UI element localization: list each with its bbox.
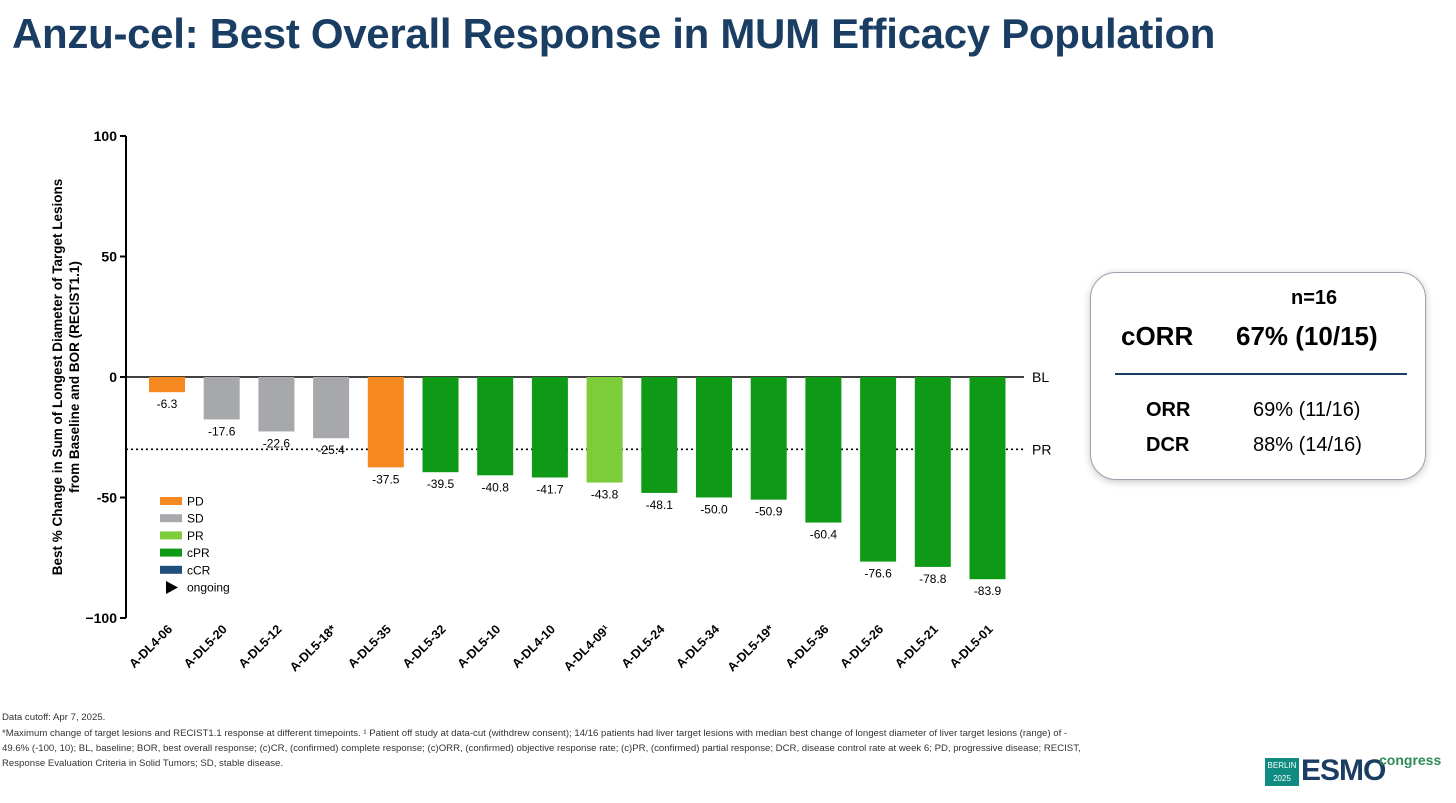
- legend-label-cpr: cPR: [187, 546, 210, 560]
- bar-value-label: -22.6: [263, 436, 291, 450]
- bar-value-label: -6.3: [157, 397, 178, 411]
- legend-swatch-cpr: [160, 548, 182, 557]
- orr-value: 69% (11/16): [1253, 399, 1361, 421]
- logo-city-badge: BERLIN 2025: [1265, 758, 1299, 786]
- bar-a-dl4-10: [531, 377, 568, 478]
- x-tick-label: A-DL5-34: [673, 622, 722, 671]
- legend-label-ccr: cCR: [187, 563, 211, 577]
- bar-value-label: -50.0: [700, 503, 728, 517]
- legend-swatch-sd: [160, 514, 182, 523]
- y-axis-label-line-2: from Baseline and BOR (RECIST1.1): [67, 261, 82, 493]
- x-tick-label: A-DL5-10: [455, 622, 504, 671]
- y-tick-label: -50: [97, 490, 117, 506]
- bars: [149, 377, 1006, 580]
- reference-label-bl: BL: [1032, 369, 1049, 385]
- bar-a-dl5-12: [258, 377, 295, 432]
- legend-ongoing-marker: [166, 581, 178, 594]
- legend-label-sd: SD: [187, 512, 204, 526]
- footnote-line-3: 49.6% (-100, 10); BL, baseline; BOR, bes…: [2, 743, 1081, 754]
- response-summary-box: n=16 cORR 67% (10/15) ORR 69% (11/16) DC…: [1090, 272, 1426, 480]
- bar-a-dl5-01: [969, 377, 1006, 580]
- bar-a-dl5-21: [914, 377, 951, 567]
- x-tick-label: A-DL4-10: [509, 622, 558, 671]
- bar-a-dl4-09: [586, 377, 623, 483]
- divider: [1115, 373, 1407, 375]
- bar-value-label: -17.6: [208, 424, 236, 438]
- bar-value-label: -50.9: [755, 505, 783, 519]
- x-tick-label: A-DL4-09¹: [561, 622, 613, 674]
- x-tick-label: A-DL5-36: [783, 622, 832, 671]
- x-tick-label: A-DL5-20: [181, 622, 230, 671]
- x-axis-labels: A-DL4-06 A-DL5-20 A-DL5-12 A-DL5-18* A-DL5-3…: [126, 622, 995, 674]
- legend-swatch-ccr: [160, 565, 182, 574]
- dcr-value: 88% (14/16): [1253, 434, 1362, 456]
- bar-a-dl5-36: [805, 377, 842, 523]
- y-axis: 100 50 0 -50 −100: [85, 128, 127, 626]
- bar-value-label: -37.5: [372, 472, 400, 486]
- bar-a-dl5-24: [641, 377, 678, 493]
- bar-value-label: -41.7: [536, 482, 564, 496]
- page-title: Anzu-cel: Best Overall Response in MUM E…: [12, 10, 1216, 57]
- bar-a-dl5-20: [203, 377, 240, 420]
- corr-value: 67% (10/15): [1236, 321, 1378, 351]
- bar-value-label: -40.8: [482, 480, 510, 494]
- y-axis-label: Best % Change in Sum of Longest Diameter…: [50, 179, 82, 576]
- n-label: n=16: [1291, 287, 1338, 309]
- logo-year: 2025: [1273, 774, 1291, 783]
- bar-value-label: -48.1: [646, 498, 674, 512]
- y-tick-label: 100: [94, 128, 118, 144]
- logo-city: BERLIN: [1267, 761, 1297, 770]
- bar-value-label: -83.9: [974, 584, 1002, 598]
- reference-label-pr: PR: [1032, 441, 1051, 457]
- bar-a-dl4-06: [149, 377, 185, 393]
- x-tick-label: A-DL5-21: [892, 622, 941, 671]
- bar-a-dl5-10: [477, 377, 514, 476]
- y-tick-label: −100: [85, 610, 117, 626]
- legend-label-ongoing: ongoing: [187, 581, 230, 595]
- legend-swatch-pd: [160, 497, 182, 505]
- x-tick-label: A-DL5-35: [345, 622, 394, 671]
- footnote-data-cutoff: Data cutoff: Apr 7, 2025.: [2, 712, 106, 723]
- y-tick-label: 50: [101, 249, 117, 265]
- x-tick-label: A-DL5-18*: [287, 622, 339, 674]
- x-tick-label: A-DL5-32: [400, 622, 449, 671]
- legend-swatch-pr: [160, 531, 182, 540]
- x-tick-label: A-DL5-19*: [725, 622, 777, 674]
- x-tick-label: A-DL5-24: [619, 622, 668, 671]
- bar-value-label: -60.4: [810, 528, 838, 542]
- logo-suffix: congress: [1379, 752, 1442, 768]
- legend-label-pd: PD: [187, 495, 204, 509]
- y-axis-label-line-1: Best % Change in Sum of Longest Diameter…: [50, 179, 65, 576]
- x-tick-label: A-DL5-01: [947, 622, 996, 671]
- x-tick-label: A-DL4-06: [126, 622, 175, 671]
- y-tick-label: 0: [109, 369, 117, 385]
- bar-value-label: -76.6: [864, 567, 892, 581]
- orr-label: ORR: [1146, 399, 1191, 421]
- value-labels: -6.3 -17.6 -22.6 -25.4 -37.5 -39.5 -40.8 -41.7 -…: [157, 397, 1002, 598]
- bar-a-dl5-34: [696, 377, 732, 498]
- legend: PD SD PR cPR cCR ongoing: [160, 495, 230, 595]
- footnote-line-2: *Maximum change of target lesions and RE…: [2, 728, 1068, 739]
- waterfall-chart: Best % Change in Sum of Longest Diameter…: [50, 128, 1051, 674]
- bar-a-dl5-19: [750, 377, 787, 500]
- logo-word: ESMO: [1301, 754, 1386, 787]
- bar-value-label: -25.4: [317, 443, 345, 457]
- x-tick-label: A-DL5-26: [838, 622, 887, 671]
- bar-value-label: -43.8: [591, 488, 619, 502]
- footnote-line-4: Response Evaluation Criteria in Solid Tu…: [2, 758, 284, 769]
- bar-value-label: -78.8: [919, 572, 947, 586]
- legend-label-pr: PR: [187, 529, 204, 543]
- bar-value-label: -39.5: [427, 477, 455, 491]
- esmo-congress-logo: BERLIN 2025 ESMO congress: [1265, 752, 1442, 790]
- bar-a-dl5-18: [313, 377, 350, 439]
- bar-a-dl5-26: [860, 377, 897, 562]
- bar-a-dl5-32: [422, 377, 459, 473]
- corr-label: cORR: [1121, 321, 1194, 351]
- bar-a-dl5-35: [367, 377, 404, 468]
- x-tick-label: A-DL5-12: [236, 622, 285, 671]
- dcr-label: DCR: [1146, 434, 1190, 456]
